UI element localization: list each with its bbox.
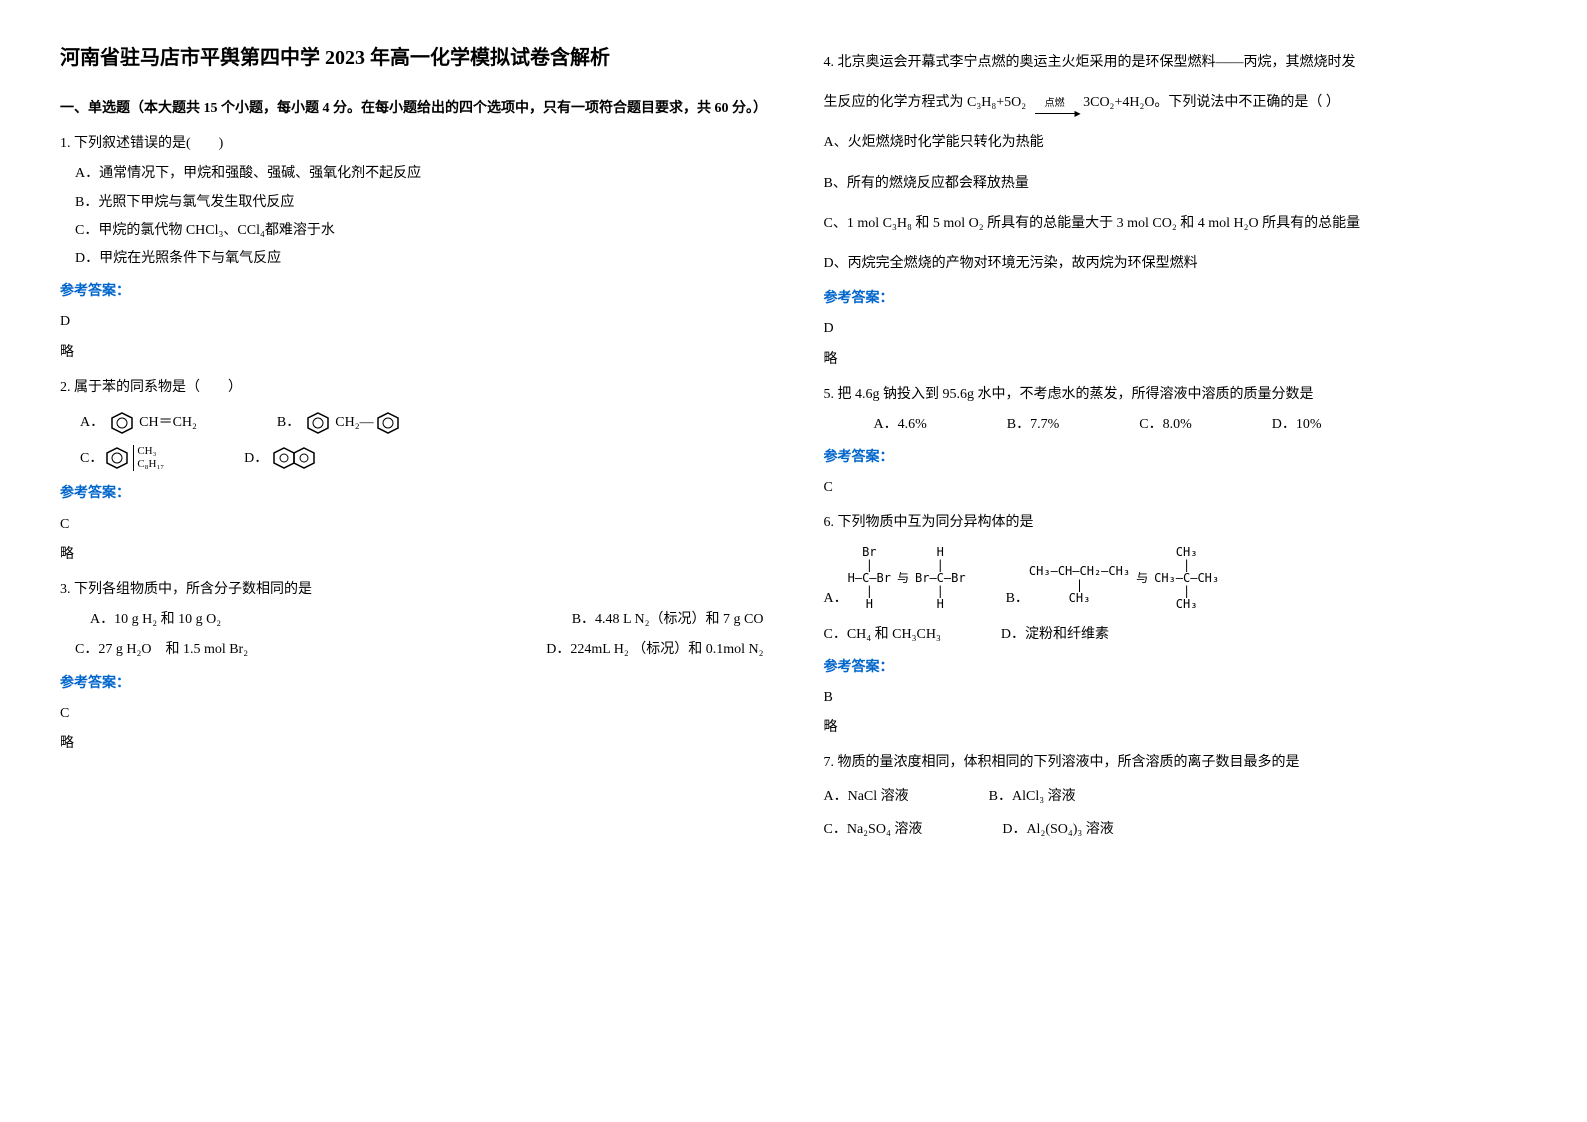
arrow-condition: 点燃 xyxy=(1045,95,1065,113)
q5-option-d: D．10% xyxy=(1272,412,1322,437)
q3-option-d: D．224mL H₂ （标况）和 0.1mol N₂ xyxy=(419,637,763,662)
reaction-arrow: 点燃 xyxy=(1035,95,1075,114)
q5-option-c: C．8.0% xyxy=(1139,412,1192,437)
q6-text: 6. 下列物质中互为同分异构体的是 xyxy=(824,510,1528,535)
q5-answer-label: 参考答案： xyxy=(824,445,1528,470)
q4-text-3: 3CO₂+4H₂O。下列说法中不正确的是（ ） xyxy=(1083,95,1340,110)
q4-option-d: D、丙烷完全燃烧的产物对环境无污染，故丙烷为环保型燃料 xyxy=(824,251,1528,276)
q1-option-c: C．甲烷的氯代物 CHCl₃、CCl₄都难溶于水 xyxy=(75,218,764,243)
q6-note: 略 xyxy=(824,715,1528,740)
q7-option-c: C．Na₂SO₄ 溶液 xyxy=(824,817,923,842)
q6-b-prefix: B． xyxy=(1006,586,1029,611)
q4-option-a: A、火炬燃烧时化学能只转化为热能 xyxy=(824,130,1528,155)
q6-b-conn: 与 xyxy=(1136,572,1148,585)
q4-text-2: 生反应的化学方程式为 C₃H₈+5O₂ xyxy=(824,95,1027,110)
q3-option-c: C．27 g H₂O 和 1.5 mol Br₂ xyxy=(60,637,419,662)
q2-option-a: A． CH＝CH₂ xyxy=(80,410,197,435)
q2-a-prefix: A． xyxy=(80,415,104,430)
q6-b-left-sub: CH₃ xyxy=(1069,592,1091,605)
q2-note: 略 xyxy=(60,542,764,567)
q1-text: 1. 下列叙述错误的是( ) xyxy=(60,131,764,156)
q3-option-a: A．10 g H₂ 和 10 g O₂ xyxy=(60,607,427,632)
section-1-header: 一、单选题（本大题共 15 个小题，每小题 4 分。在每小题给出的四个选项中，只… xyxy=(60,96,764,121)
q7-option-d: D．Al₂(SO₄)₃ 溶液 xyxy=(1002,817,1113,842)
benzene-ring-icon xyxy=(304,411,332,435)
q6-a-prefix: A． xyxy=(824,586,848,611)
q6-b-left: CH₃—CH—CH₂—CH₃ xyxy=(1029,565,1130,578)
q6-option-a: A． Br|H—C—Br|H 与 H|Br—C—Br|H xyxy=(824,546,966,612)
q2-text: 2. 属于苯的同系物是（ ） xyxy=(60,375,764,400)
question-7: 7. 物质的量浓度相同，体积相同的下列溶液中，所含溶质的离子数目最多的是 A．N… xyxy=(824,750,1528,842)
q7-option-b: B．AlCl₃ 溶液 xyxy=(989,784,1076,809)
q5-option-b: B．7.7% xyxy=(1007,412,1060,437)
q2-c-line1: CH₃ xyxy=(133,445,164,458)
left-column: 河南省驻马店市平舆第四中学 2023 年高一化学模拟试卷含解析 一、单选题（本大… xyxy=(60,40,764,852)
q6-answer: B xyxy=(824,685,1528,710)
q1-answer-label: 参考答案： xyxy=(60,279,764,304)
q2-c-prefix: C． xyxy=(80,446,103,471)
q2-d-prefix: D． xyxy=(244,451,268,466)
q5-answer: C xyxy=(824,475,1528,500)
q2-c-line2: C₈H₁₇ xyxy=(133,458,164,471)
q6-option-d: D．淀粉和纤维素 xyxy=(1001,622,1109,647)
question-2: 2. 属于苯的同系物是（ ） A． CH＝CH₂ B． xyxy=(60,375,764,567)
q4-note: 略 xyxy=(824,347,1528,372)
q5-option-a: A．4.6% xyxy=(874,412,927,437)
question-4: 4. 北京奥运会开幕式李宁点燃的奥运主火炬采用的是环保型燃料——丙烷，其燃烧时发… xyxy=(824,50,1528,372)
q7-text: 7. 物质的量浓度相同，体积相同的下列溶液中，所含溶质的离子数目最多的是 xyxy=(824,750,1528,775)
q6-b-right-top: CH₃ xyxy=(1176,546,1198,559)
q1-option-b: B．光照下甲烷与氯气发生取代反应 xyxy=(75,190,764,215)
q5-text: 5. 把 4.6g 钠投入到 95.6g 水中，不考虑水的蒸发，所得溶液中溶质的… xyxy=(824,382,1528,407)
q4-text-1: 4. 北京奥运会开幕式李宁点燃的奥运主火炬采用的是环保型燃料——丙烷，其燃烧时发 xyxy=(824,50,1528,75)
question-6: 6. 下列物质中互为同分异构体的是 A． Br|H—C—Br|H 与 H|Br—… xyxy=(824,510,1528,740)
q6-answer-label: 参考答案： xyxy=(824,655,1528,680)
q2-b-suffix: CH₂ xyxy=(335,415,359,430)
q4-answer-label: 参考答案： xyxy=(824,286,1528,311)
right-column: 4. 北京奥运会开幕式李宁点燃的奥运主火炬采用的是环保型燃料——丙烷，其燃烧时发… xyxy=(824,40,1528,852)
q6-option-b: B． x CH₃—CH—CH₂—CH₃ | CH₃ 与 CH₃ | CH₃—C— xyxy=(1006,546,1220,612)
q1-option-d: D．甲烷在光照条件下与氧气反应 xyxy=(75,246,764,271)
q2-answer: C xyxy=(60,512,764,537)
q1-option-a: A．通常情况下，甲烷和强酸、强碱、强氧化剂不起反应 xyxy=(75,161,764,186)
q2-option-d: D． xyxy=(244,446,316,471)
q2-option-c: C． CH₃ C₈H₁₇ xyxy=(80,445,164,471)
question-5: 5. 把 4.6g 钠投入到 95.6g 水中，不考虑水的蒸发，所得溶液中溶质的… xyxy=(824,382,1528,501)
q7-option-a: A．NaCl 溶液 xyxy=(824,784,909,809)
q1-note: 略 xyxy=(60,340,764,365)
naphthalene-icon xyxy=(272,446,316,470)
q4-answer: D xyxy=(824,316,1528,341)
benzene-ring-icon xyxy=(374,411,402,435)
q2-answer-label: 参考答案： xyxy=(60,481,764,506)
question-3: 3. 下列各组物质中，所含分子数相同的是 A．10 g H₂ 和 10 g O₂… xyxy=(60,577,764,756)
q3-option-b: B．4.48 L N₂（标况）和 7 g CO xyxy=(427,607,764,632)
q6-option-c: C．CH₄ 和 CH₃CH₃ xyxy=(824,622,941,647)
question-1: 1. 下列叙述错误的是( ) A．通常情况下，甲烷和强酸、强碱、强氧化剂不起反应… xyxy=(60,131,764,365)
q6-b-right-bot: CH₃ xyxy=(1176,598,1198,611)
q2-a-suffix: CH＝CH₂ xyxy=(139,415,197,430)
benzene-ring-icon xyxy=(108,411,136,435)
q3-text: 3. 下列各组物质中，所含分子数相同的是 xyxy=(60,577,764,602)
q2-b-prefix: B． xyxy=(277,415,300,430)
q1-answer: D xyxy=(60,309,764,334)
page-title: 河南省驻马店市平舆第四中学 2023 年高一化学模拟试卷含解析 xyxy=(60,40,764,76)
q4-option-c: C、1 mol C₃H₈ 和 5 mol O₂ 所具有的总能量大于 3 mol … xyxy=(824,211,1528,236)
q3-answer: C xyxy=(60,701,764,726)
q4-option-b: B、所有的燃烧反应都会释放热量 xyxy=(824,171,1528,196)
benzene-ring-icon xyxy=(103,446,131,470)
q3-note: 略 xyxy=(60,731,764,756)
q2-option-b: B． CH₂— xyxy=(277,410,402,435)
q3-answer-label: 参考答案： xyxy=(60,671,764,696)
